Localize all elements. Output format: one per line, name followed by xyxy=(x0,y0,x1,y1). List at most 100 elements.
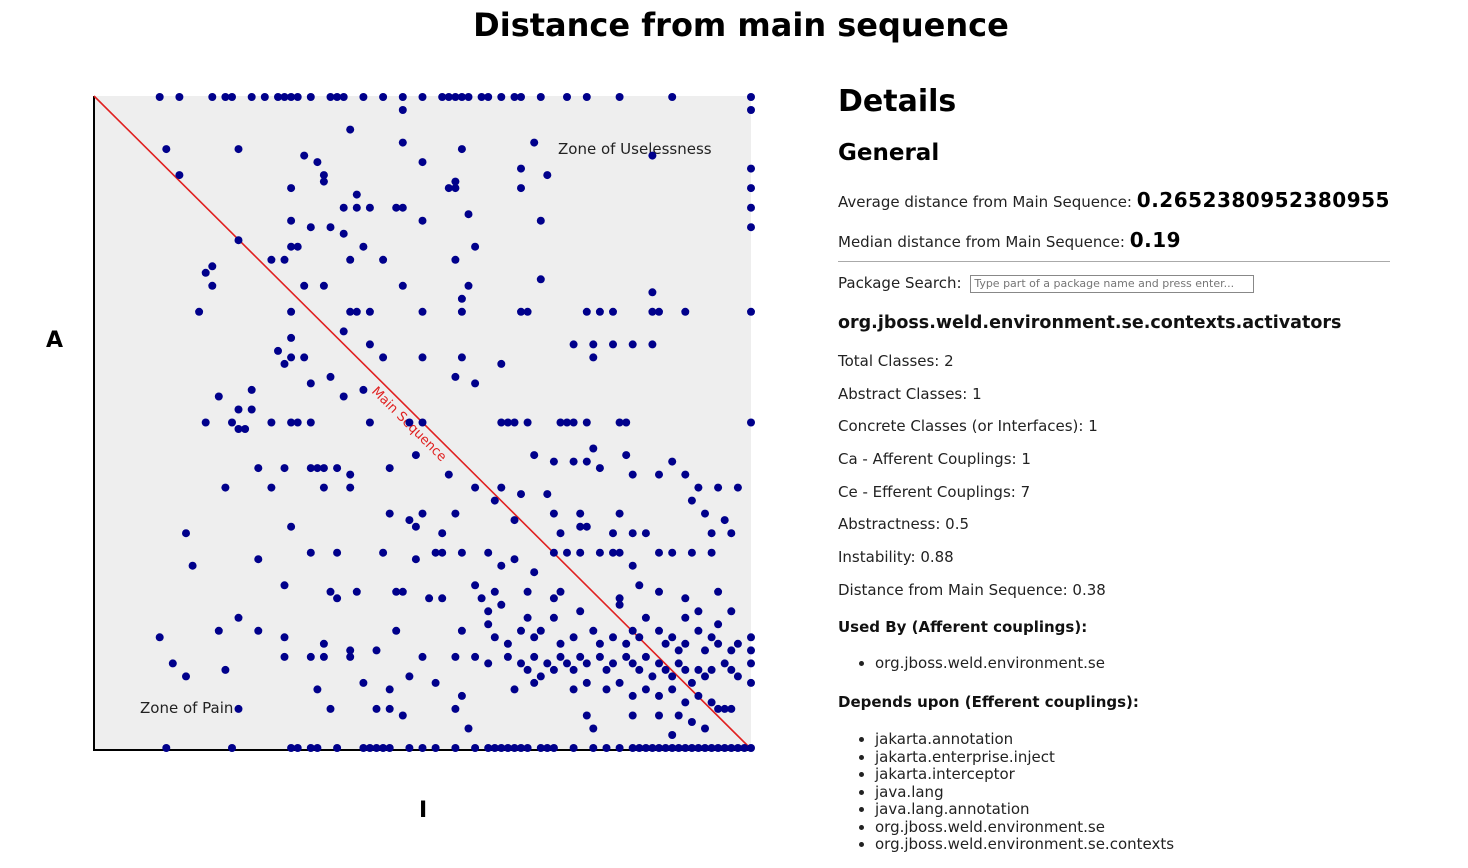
data-point[interactable] xyxy=(563,93,571,101)
data-point[interactable] xyxy=(655,587,663,596)
data-point[interactable] xyxy=(701,509,709,518)
data-point[interactable] xyxy=(523,744,532,752)
data-point[interactable] xyxy=(510,93,519,101)
data-point[interactable] xyxy=(346,470,355,479)
data-point[interactable] xyxy=(720,659,729,668)
data-point[interactable] xyxy=(641,744,650,752)
data-point[interactable] xyxy=(720,704,729,713)
data-point[interactable] xyxy=(392,626,401,635)
data-point[interactable] xyxy=(655,470,663,479)
depends-item[interactable]: jakarta.interceptor xyxy=(875,765,1174,784)
data-point[interactable] xyxy=(648,151,657,160)
data-point[interactable] xyxy=(333,548,342,557)
data-point[interactable] xyxy=(379,744,388,752)
data-point[interactable] xyxy=(727,744,736,752)
data-point[interactable] xyxy=(398,203,407,212)
data-point[interactable] xyxy=(418,307,427,316)
data-point[interactable] xyxy=(707,665,716,674)
data-point[interactable] xyxy=(385,464,394,473)
data-point[interactable] xyxy=(707,633,716,642)
data-point[interactable] xyxy=(747,646,755,655)
data-point[interactable] xyxy=(339,229,348,238)
data-point[interactable] xyxy=(425,594,434,603)
data-point[interactable] xyxy=(471,483,480,492)
data-point[interactable] xyxy=(655,626,663,635)
data-point[interactable] xyxy=(609,340,617,349)
data-point[interactable] xyxy=(668,744,677,752)
data-point[interactable] xyxy=(247,385,256,394)
data-point[interactable] xyxy=(510,418,519,427)
data-point[interactable] xyxy=(668,685,677,694)
data-point[interactable] xyxy=(182,529,190,538)
data-point[interactable] xyxy=(175,93,184,101)
data-point[interactable] xyxy=(293,418,302,427)
data-point[interactable] xyxy=(471,744,480,752)
data-point[interactable] xyxy=(655,744,663,752)
data-point[interactable] xyxy=(398,138,407,147)
data-point[interactable] xyxy=(490,633,499,642)
data-point[interactable] xyxy=(523,665,532,674)
data-point[interactable] xyxy=(517,184,525,193)
data-point[interactable] xyxy=(668,93,677,101)
data-point[interactable] xyxy=(359,678,368,687)
data-point[interactable] xyxy=(517,659,525,668)
data-point[interactable] xyxy=(609,633,617,642)
data-point[interactable] xyxy=(260,93,269,101)
data-point[interactable] xyxy=(661,744,670,752)
data-point[interactable] xyxy=(254,626,263,635)
data-point[interactable] xyxy=(622,639,631,648)
data-point[interactable] xyxy=(418,418,427,427)
data-point[interactable] xyxy=(609,659,617,668)
data-point[interactable] xyxy=(306,223,315,232)
data-point[interactable] xyxy=(714,587,723,596)
data-point[interactable] xyxy=(464,724,473,733)
data-point[interactable] xyxy=(300,281,309,290)
data-point[interactable] xyxy=(569,665,578,674)
data-point[interactable] xyxy=(319,464,328,473)
data-point[interactable] xyxy=(687,548,696,557)
data-point[interactable] xyxy=(457,626,466,635)
data-point[interactable] xyxy=(319,639,328,648)
data-point[interactable] xyxy=(352,587,361,596)
data-point[interactable] xyxy=(530,678,539,687)
data-point[interactable] xyxy=(589,444,598,453)
data-point[interactable] xyxy=(438,594,447,603)
data-point[interactable] xyxy=(234,613,243,622)
data-point[interactable] xyxy=(359,93,368,101)
data-point[interactable] xyxy=(346,483,355,492)
data-point[interactable] xyxy=(517,93,525,101)
data-point[interactable] xyxy=(451,255,460,264)
data-point[interactable] xyxy=(497,418,506,427)
data-point[interactable] xyxy=(490,744,499,752)
data-point[interactable] xyxy=(346,125,355,134)
data-point[interactable] xyxy=(523,613,532,622)
data-point[interactable] xyxy=(464,93,473,101)
data-point[interactable] xyxy=(457,548,466,557)
data-point[interactable] xyxy=(379,255,388,264)
data-point[interactable] xyxy=(346,652,355,661)
data-point[interactable] xyxy=(274,346,282,355)
data-point[interactable] xyxy=(628,691,637,700)
data-point[interactable] xyxy=(720,744,729,752)
data-point[interactable] xyxy=(365,340,374,349)
data-point[interactable] xyxy=(280,581,289,590)
data-point[interactable] xyxy=(234,145,243,154)
data-point[interactable] xyxy=(372,704,381,713)
data-point[interactable] xyxy=(622,418,631,427)
data-point[interactable] xyxy=(681,698,690,707)
data-point[interactable] xyxy=(418,509,427,518)
data-point[interactable] xyxy=(681,594,690,603)
data-point[interactable] xyxy=(497,561,506,570)
data-point[interactable] xyxy=(747,418,755,427)
data-point[interactable] xyxy=(589,353,598,362)
data-point[interactable] xyxy=(595,464,604,473)
data-point[interactable] xyxy=(438,93,447,101)
data-point[interactable] xyxy=(280,359,289,368)
depends-item[interactable]: java.lang xyxy=(875,783,1174,802)
data-point[interactable] xyxy=(536,216,545,225)
data-point[interactable] xyxy=(517,307,525,316)
data-point[interactable] xyxy=(668,457,677,466)
data-point[interactable] xyxy=(523,418,532,427)
data-point[interactable] xyxy=(333,464,342,473)
depends-item[interactable]: jakarta.enterprise.inject xyxy=(875,748,1174,767)
